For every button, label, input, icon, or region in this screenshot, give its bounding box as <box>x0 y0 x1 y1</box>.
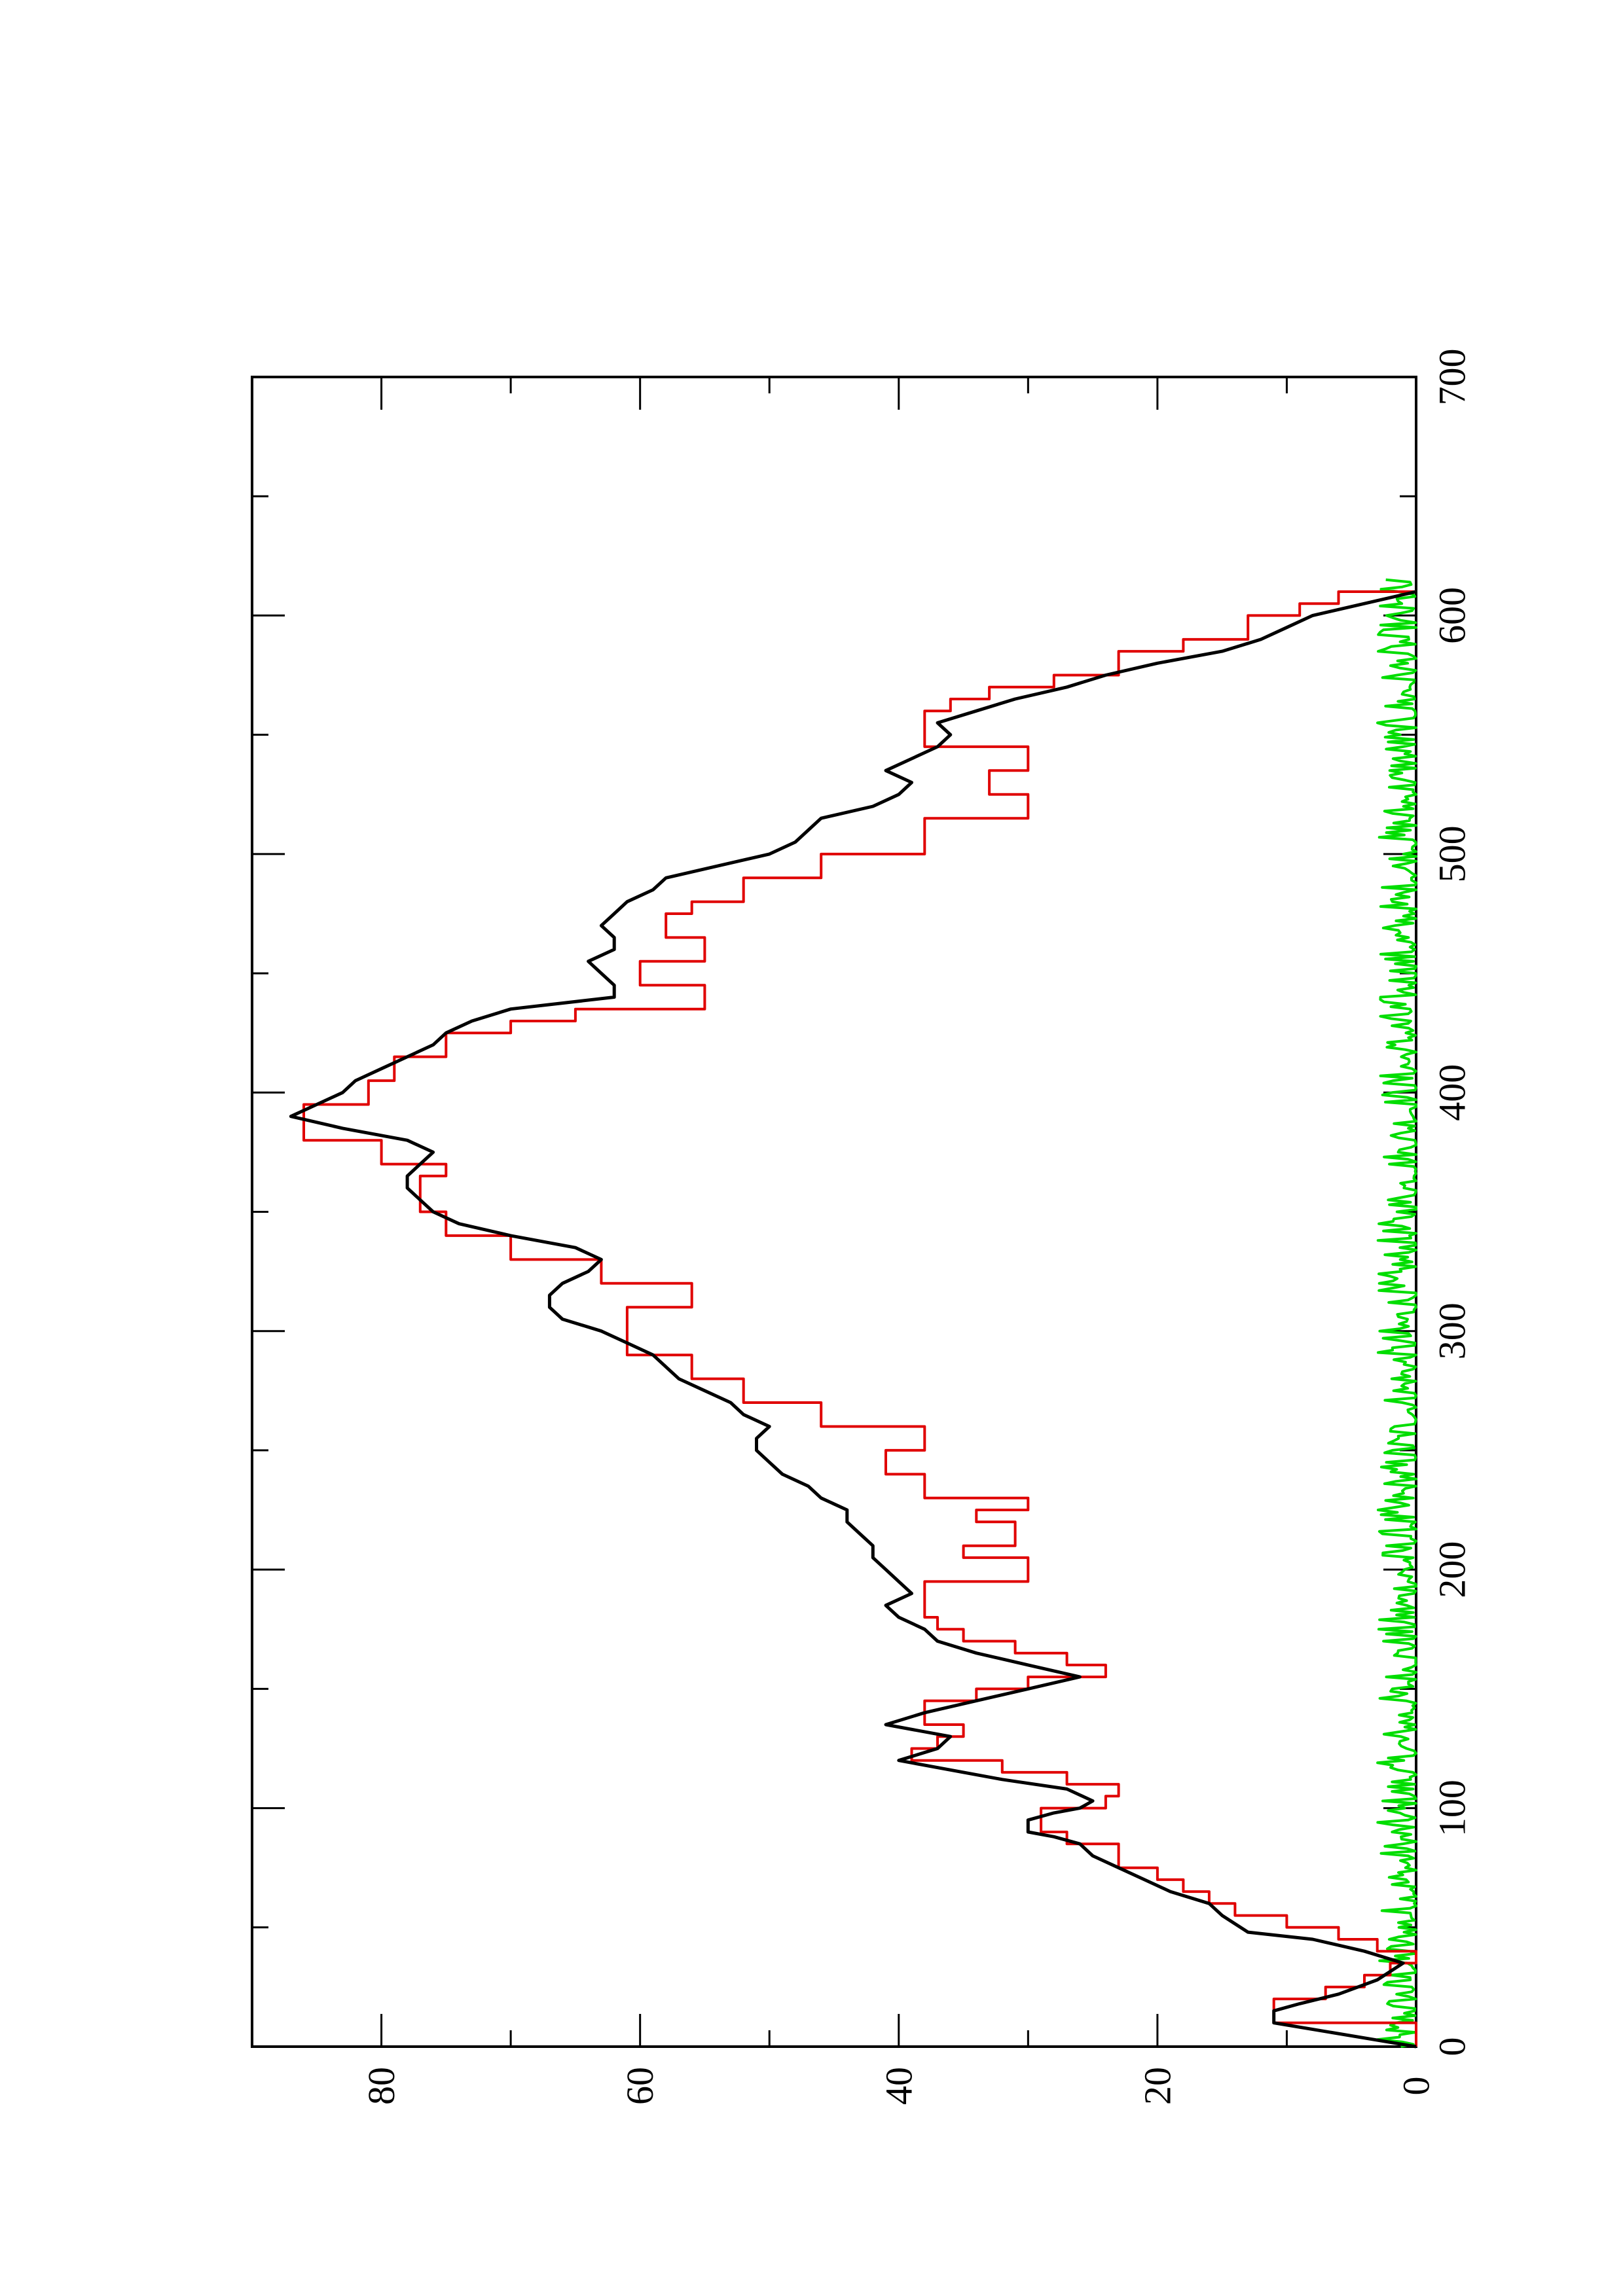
y-tick-label: 80 <box>360 2067 403 2105</box>
y-tick-label: 20 <box>1136 2067 1178 2105</box>
x-tick-label: 600 <box>1431 587 1474 644</box>
x-tick-label: 0 <box>1431 2037 1474 2056</box>
series-layer <box>289 578 1417 2049</box>
plot-area: 0 100 200 300 400 500 600 700 0 20 40 60 80 <box>251 349 1474 2106</box>
series-green-line <box>1376 578 1417 2048</box>
series-black-line <box>289 590 1417 2049</box>
axis-ticks <box>252 376 1417 2048</box>
x-tick-label: 200 <box>1431 1541 1474 1598</box>
x-tick-label: 400 <box>1431 1064 1474 1121</box>
x-tick-label: 100 <box>1431 1780 1474 1837</box>
axis-tick-labels: 0 100 200 300 400 500 600 700 0 20 40 60 80 <box>360 349 1473 2106</box>
series-red-line <box>302 590 1417 2047</box>
y-tick-label: 60 <box>619 2067 661 2105</box>
x-tick-label: 500 <box>1431 825 1474 882</box>
x-tick-label: 700 <box>1431 349 1474 406</box>
x-tick-label: 300 <box>1431 1302 1474 1359</box>
y-tick-label: 0 <box>1395 2077 1438 2096</box>
y-tick-label: 40 <box>877 2067 920 2105</box>
